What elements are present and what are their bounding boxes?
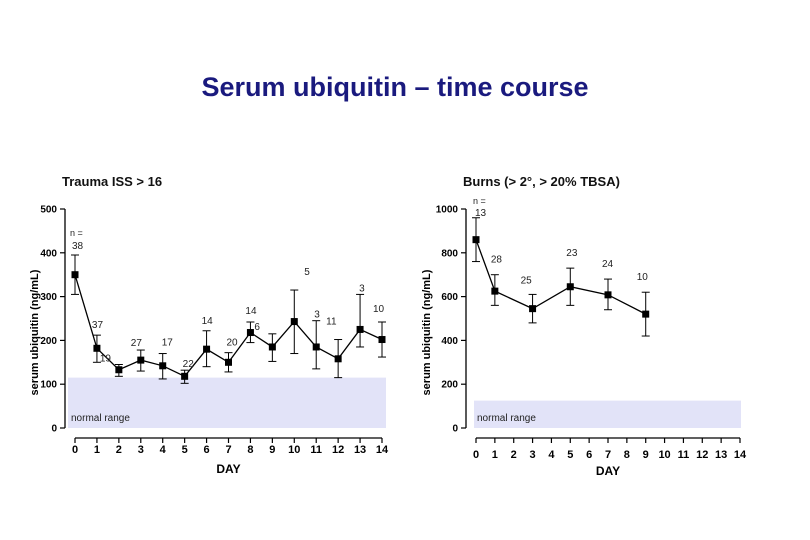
x-axis-label: DAY (216, 462, 240, 476)
n-header: n = (70, 228, 83, 238)
x-tick-label: 14 (734, 449, 747, 461)
x-tick-label: 10 (658, 449, 670, 461)
x-tick-label: 13 (354, 444, 366, 456)
y-tick-label: 1000 (436, 205, 459, 216)
x-tick-label: 3 (138, 444, 144, 456)
x-tick-label: 13 (715, 449, 727, 461)
n-count-label: 11 (326, 317, 337, 328)
n-count-label: 20 (227, 338, 239, 349)
data-point (378, 336, 386, 344)
data-point (566, 283, 574, 291)
data-point (642, 310, 650, 318)
x-tick-label: 7 (225, 444, 231, 456)
n-count-label: 10 (637, 272, 649, 283)
y-tick-label: 200 (441, 380, 458, 391)
data-point (115, 366, 123, 374)
n-count-label: 22 (183, 359, 195, 370)
y-tick-label: 200 (40, 336, 57, 347)
data-point (491, 287, 499, 295)
x-tick-label: 9 (643, 449, 649, 461)
x-tick-label: 9 (269, 444, 275, 456)
y-tick-label: 0 (51, 424, 57, 435)
normal-range-label: normal range (477, 413, 536, 424)
data-point (356, 325, 364, 333)
x-tick-label: 0 (473, 449, 479, 461)
y-tick-label: 400 (40, 248, 57, 259)
y-tick-label: 100 (40, 380, 57, 391)
y-tick-label: 800 (441, 248, 458, 259)
y-tick-label: 300 (40, 292, 57, 303)
x-tick-label: 1 (492, 449, 498, 461)
data-point (203, 345, 211, 353)
x-tick-label: 12 (696, 449, 708, 461)
x-tick-label: 2 (511, 449, 517, 461)
x-tick-label: 2 (116, 444, 122, 456)
x-tick-label: 11 (310, 444, 322, 456)
x-tick-label: 10 (288, 444, 300, 456)
n-count-label: 5 (304, 267, 310, 278)
normal-range-band (68, 377, 386, 428)
data-point (225, 358, 232, 366)
y-axis-label: serum ubiquitin (ng/mL) (421, 269, 433, 395)
x-tick-label: 8 (247, 444, 253, 456)
x-tick-label: 5 (567, 449, 573, 461)
x-tick-label: 6 (204, 444, 210, 456)
n-count-label: 25 (521, 275, 533, 286)
data-point (312, 343, 320, 351)
data-point (334, 355, 342, 363)
y-tick-label: 0 (452, 424, 458, 435)
n-count-label: 37 (92, 320, 104, 331)
data-point (181, 372, 189, 380)
x-tick-label: 6 (586, 449, 592, 461)
chart-title: Burns (> 2°, > 20% TBSA) (463, 174, 620, 189)
x-tick-label: 1 (94, 444, 100, 456)
n-count-label: 14 (202, 316, 214, 327)
x-tick-label: 7 (605, 449, 611, 461)
normal-range-band (474, 400, 741, 428)
n-count-label: 28 (491, 255, 503, 266)
x-tick-label: 5 (182, 444, 188, 456)
x-tick-label: 0 (72, 444, 78, 456)
data-point (246, 329, 254, 337)
n-count-label: 14 (245, 306, 257, 317)
series-line (475, 239, 647, 315)
y-tick-label: 600 (441, 292, 458, 303)
x-tick-label: 14 (376, 444, 389, 456)
page-title: Serum ubiquitin – time course (201, 72, 589, 102)
n-count-label: 13 (475, 208, 487, 219)
n-count-label: 3 (314, 310, 320, 321)
normal-range-label: normal range (71, 413, 130, 424)
n-count-label: 24 (602, 259, 614, 270)
chart-title: Trauma ISS > 16 (62, 174, 162, 189)
data-point (93, 344, 101, 352)
data-point (604, 291, 612, 299)
x-tick-label: 8 (624, 449, 630, 461)
y-tick-label: 500 (40, 205, 57, 216)
x-tick-label: 4 (548, 449, 555, 461)
data-point (529, 305, 537, 313)
n-count-label: 3 (359, 283, 365, 294)
n-count-label: 19 (100, 353, 112, 364)
x-tick-label: 12 (332, 444, 344, 456)
x-axis-label: DAY (596, 464, 620, 478)
data-point (71, 271, 79, 279)
n-count-label: 6 (254, 322, 260, 333)
data-point (290, 318, 298, 326)
x-tick-label: 11 (678, 449, 690, 461)
n-count-label: 38 (72, 241, 84, 252)
data-point (472, 236, 480, 244)
y-tick-label: 400 (441, 336, 458, 347)
n-count-label: 17 (162, 338, 174, 349)
data-point (268, 343, 276, 351)
data-point (159, 362, 167, 370)
data-point (137, 356, 145, 364)
x-tick-label: 4 (160, 444, 167, 456)
x-tick-label: 3 (530, 449, 536, 461)
n-count-label: 27 (131, 338, 143, 349)
n-count-label: 10 (373, 304, 385, 315)
n-header: n = (473, 196, 486, 206)
y-axis-label: serum ubiquitin (ng/mL) (29, 269, 41, 395)
n-count-label: 23 (566, 248, 578, 259)
